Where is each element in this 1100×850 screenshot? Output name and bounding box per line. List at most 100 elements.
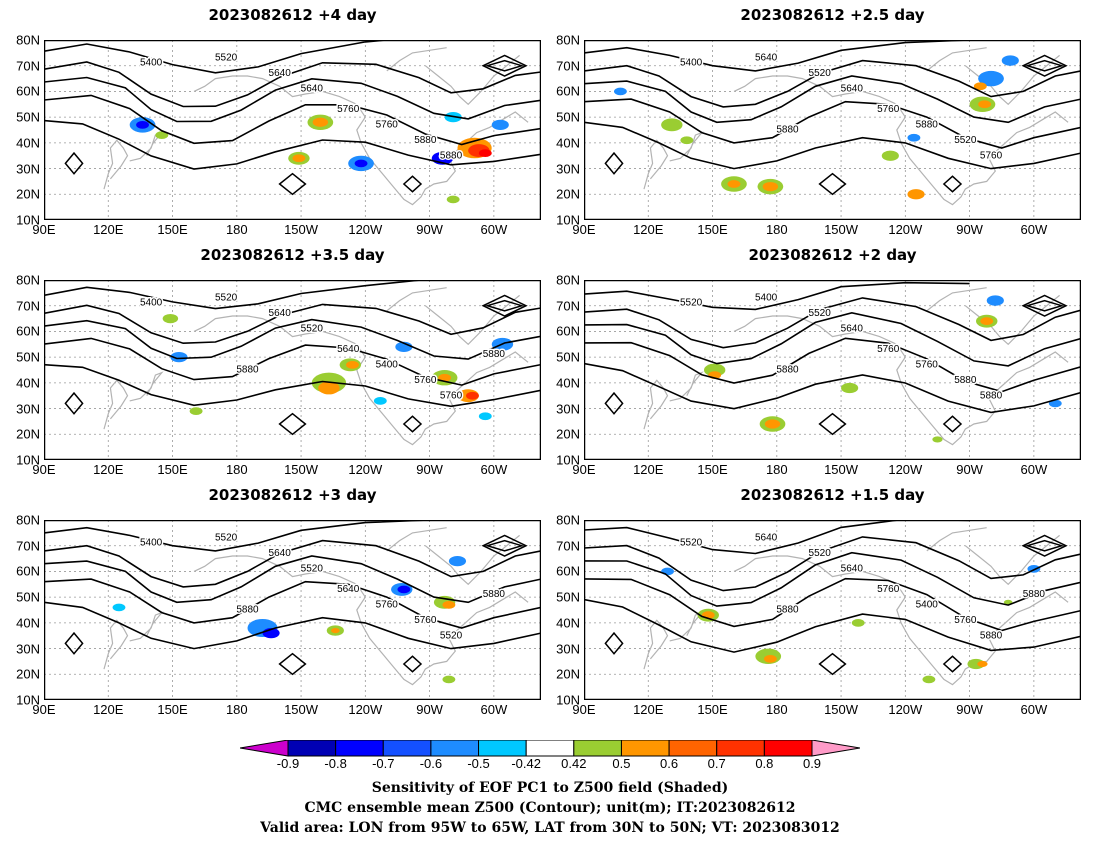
footer-line-1: Sensitivity of EOF PC1 to Z500 field (Sh…: [371, 780, 729, 796]
lon-tick-label: 180: [765, 462, 788, 477]
contour-label: 5640: [755, 533, 778, 544]
lat-tick-label: 60N: [16, 83, 40, 99]
shaded-anomaly: [170, 352, 188, 363]
colorbar-tick-label: 0.8: [755, 756, 774, 771]
contour-label: 5640: [337, 584, 360, 595]
panel-title: 2023082612 +3 day: [208, 486, 377, 504]
shaded-anomaly: [881, 150, 899, 161]
contour-label: 5640: [755, 53, 778, 64]
z500-contours: [44, 520, 541, 676]
map-frame: [584, 520, 1081, 700]
lon-tick-label: 60W: [480, 462, 508, 477]
shaded-anomaly: [318, 381, 340, 395]
lon-tick-label: 60W: [480, 222, 508, 237]
lon-tick-label: 150W: [284, 462, 319, 477]
contour-label: 5880: [916, 119, 939, 130]
contour-label: 5400: [140, 538, 163, 549]
map-frame: [44, 280, 541, 460]
sensitivity-shading: [661, 565, 1041, 684]
colorbar-tick-label: -0.9: [276, 756, 300, 771]
contour-label: 5400: [376, 359, 399, 370]
contour-label: 5880: [776, 365, 799, 376]
shaded-anomaly: [478, 412, 492, 421]
contour-label: 5760: [916, 359, 939, 370]
colorbar-box: [668, 740, 718, 757]
lat-tick-label: 80N: [556, 512, 580, 528]
lat-tick-label: 50N: [16, 589, 40, 605]
shaded-anomaly: [763, 655, 777, 663]
shaded-anomaly: [136, 121, 149, 129]
shaded-anomaly: [841, 382, 859, 394]
lon-tick-label: 90E: [32, 462, 56, 477]
sensitivity-shading: [703, 295, 1062, 443]
lon-tick-label: 90E: [572, 702, 596, 717]
lat-tick-label: 70N: [16, 58, 40, 74]
contour-label: 5520: [954, 135, 977, 146]
colorbar-tick-label: -0.6: [419, 756, 443, 771]
lat-tick-label: 50N: [556, 349, 580, 365]
contour-label: 5880: [776, 605, 799, 616]
lat-tick-label: 20N: [556, 426, 580, 442]
contour-label: 5640: [269, 548, 292, 559]
colorbar-tick-label: -0.8: [324, 756, 347, 771]
lon-tick-label: 60W: [1020, 222, 1048, 237]
shaded-anomaly: [907, 133, 921, 142]
coastlines: [643, 287, 1069, 446]
lon-tick-label: 120W: [888, 702, 923, 717]
shaded-anomaly: [292, 154, 306, 163]
shaded-anomaly: [448, 556, 467, 567]
lat-tick-label: 20N: [16, 426, 40, 442]
shaded-anomaly: [986, 295, 1004, 306]
lat-tick-label: 20N: [556, 186, 580, 202]
map-frame: [44, 40, 541, 220]
contour-label: 5400: [140, 58, 163, 69]
z500-contours: [584, 281, 1081, 436]
contour-label: 5400: [680, 58, 703, 69]
shaded-anomaly: [446, 195, 460, 204]
shaded-anomaly: [907, 189, 925, 200]
colorbar-box: [573, 740, 622, 757]
lat-tick-label: 40N: [556, 135, 580, 151]
contour-label: 5520: [215, 293, 238, 304]
contour-label: 5760: [877, 104, 900, 115]
shaded-anomaly: [442, 675, 456, 684]
panel-title: 2023082612 +4 day: [208, 6, 377, 24]
coastlines: [103, 527, 529, 686]
contour-label: 5400: [916, 599, 939, 610]
contour-label: 5640: [337, 344, 360, 355]
lon-tick-label: 90E: [32, 702, 56, 717]
shaded-anomaly: [397, 585, 411, 594]
lon-tick-label: 90W: [416, 462, 443, 477]
contour-label: 5640: [301, 83, 324, 94]
map-frame: [44, 520, 541, 700]
z500-contours: [44, 40, 541, 196]
lat-tick-label: 40N: [556, 375, 580, 391]
lon-tick-label: 150W: [824, 702, 859, 717]
contour-label: 5880: [980, 630, 1003, 641]
shaded-anomaly: [478, 149, 492, 157]
lon-tick-label: 150W: [824, 462, 859, 477]
lon-tick-label: 120E: [93, 462, 124, 477]
shaded-anomaly: [661, 118, 683, 132]
gridlines: [44, 280, 541, 460]
shaded-anomaly: [312, 117, 329, 127]
lon-tick-label: 120W: [348, 462, 383, 477]
contour-label: 5520: [680, 538, 703, 549]
panel-title: 2023082612 +2 day: [748, 246, 917, 264]
contour-label: 5880: [954, 375, 977, 386]
lon-tick-label: 120W: [348, 702, 383, 717]
lon-tick-label: 120W: [888, 462, 923, 477]
contour-label: 5880: [440, 150, 463, 161]
shaded-anomaly: [978, 100, 992, 109]
lat-tick-label: 80N: [16, 512, 40, 528]
colorbar-box: [335, 740, 384, 757]
lon-tick-label: 120W: [888, 222, 923, 237]
lat-tick-label: 30N: [556, 161, 580, 177]
gridlines: [584, 40, 1081, 220]
gridlines: [44, 40, 541, 220]
lon-tick-label: 150W: [284, 222, 319, 237]
